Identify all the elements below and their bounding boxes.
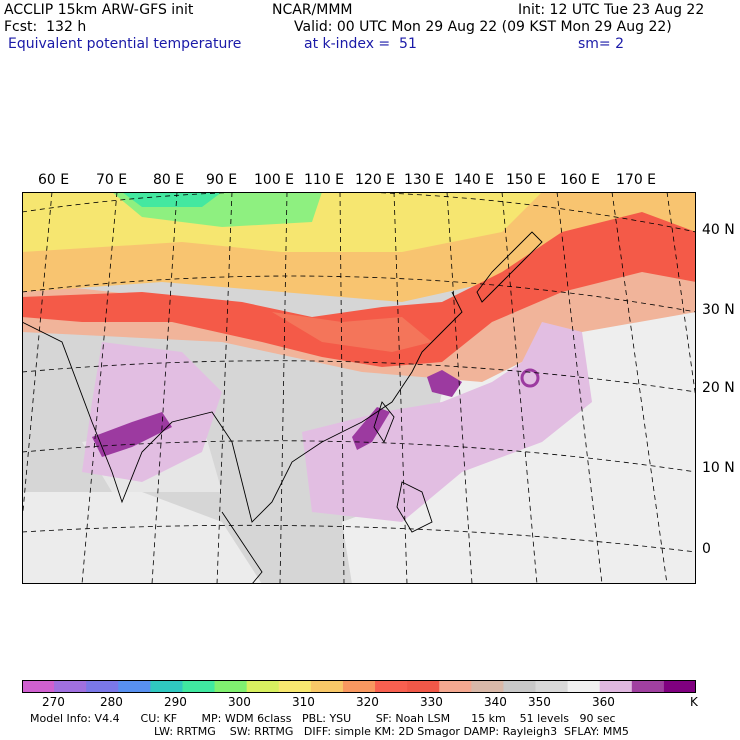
- model-info-line1: Model Info: V4.4 CU: KF MP: WDM 6class P…: [30, 712, 616, 725]
- colorbar-tick: 360: [592, 695, 615, 709]
- lon-label: 150 E: [506, 172, 547, 188]
- colorbar-cell: [246, 680, 280, 693]
- lat-label: 20 N: [702, 380, 735, 396]
- lon-label: 100 E: [254, 172, 295, 188]
- vortex-core: [520, 368, 540, 388]
- colorbar-tick: 340: [484, 695, 507, 709]
- theta-e-map: [22, 192, 696, 584]
- colorbar-cell: [118, 680, 151, 693]
- colorbar-cell: [54, 680, 87, 693]
- colorbar-tick: 350: [528, 695, 551, 709]
- lon-label: 120 E: [355, 172, 396, 188]
- colorbar-cell: [342, 680, 376, 693]
- colorbar-tick: 320: [356, 695, 379, 709]
- colorbar-cell: [535, 680, 569, 693]
- colorbar-cell: [22, 680, 55, 693]
- colorbar-cell: [214, 680, 248, 693]
- red-band: [272, 312, 432, 352]
- init-time: Init: 12 UTC Tue 23 Aug 22: [518, 2, 705, 18]
- lon-label: 70 E: [96, 172, 128, 188]
- colorbar-tick: 330: [420, 695, 443, 709]
- colorbar-cell: [375, 680, 408, 693]
- colorbar-cell: [86, 680, 119, 693]
- forecast-hour: Fcst: 132 h: [4, 19, 87, 35]
- colorbar-tick: 280: [100, 695, 123, 709]
- lavender-region: [302, 322, 592, 522]
- teal-band: [122, 192, 222, 207]
- salmon-band: [22, 222, 696, 382]
- ocean-high-field: [22, 492, 262, 584]
- colorbar-tick: 310: [292, 695, 315, 709]
- lon-label: 140 E: [454, 172, 495, 188]
- colorbar-unit: K: [690, 695, 698, 709]
- purple-core: [352, 407, 390, 450]
- colorbar-cell: [663, 680, 696, 693]
- model-info-line2: LW: RRTMG SW: RRTMG DIFF: simple KM: 2D …: [154, 725, 629, 738]
- lat-label: 10 N: [702, 460, 735, 476]
- colorbar-cell: [150, 680, 183, 693]
- lat-label: 40 N: [702, 222, 735, 238]
- map-frame: [22, 192, 696, 584]
- colorbar-tick: 290: [164, 695, 187, 709]
- colorbar-tick: 270: [42, 695, 65, 709]
- lon-label: 90 E: [206, 172, 238, 188]
- lat-lon-grid: [22, 192, 696, 584]
- lat-label: 0: [702, 541, 711, 557]
- colorbar-cell: [407, 680, 440, 693]
- smoothing: sm= 2: [578, 36, 625, 52]
- colorbar-tick: 300: [228, 695, 251, 709]
- lon-label: 170 E: [616, 172, 657, 188]
- coastlines: [22, 231, 543, 584]
- plot-title: ACCLIP 15km ARW-GFS init: [4, 2, 194, 18]
- lat-label: 30 N: [702, 302, 735, 318]
- colorbar-cell: [182, 680, 216, 693]
- colorbar-cell: [503, 680, 537, 693]
- lon-label: 80 E: [153, 172, 185, 188]
- center-label: NCAR/MMM: [272, 2, 353, 18]
- colorbar-cell: [439, 680, 472, 693]
- lon-label: 60 E: [38, 172, 70, 188]
- lon-label: 160 E: [560, 172, 601, 188]
- field-name: Equivalent potential temperature: [8, 36, 242, 52]
- colorbar: [22, 680, 696, 693]
- colorbar-cell: [278, 680, 312, 693]
- colorbar-cell: [599, 680, 633, 693]
- colorbar-cell: [631, 680, 665, 693]
- lon-label: 130 E: [404, 172, 445, 188]
- valid-time: Valid: 00 UTC Mon 29 Aug 22 (09 KST Mon …: [294, 19, 672, 35]
- level-index: at k-index = 51: [304, 36, 417, 52]
- colorbar-cell: [567, 680, 601, 693]
- colorbar-cell: [471, 680, 504, 693]
- lon-label: 110 E: [304, 172, 345, 188]
- purple-core: [427, 370, 462, 397]
- colorbar-cell: [310, 680, 344, 693]
